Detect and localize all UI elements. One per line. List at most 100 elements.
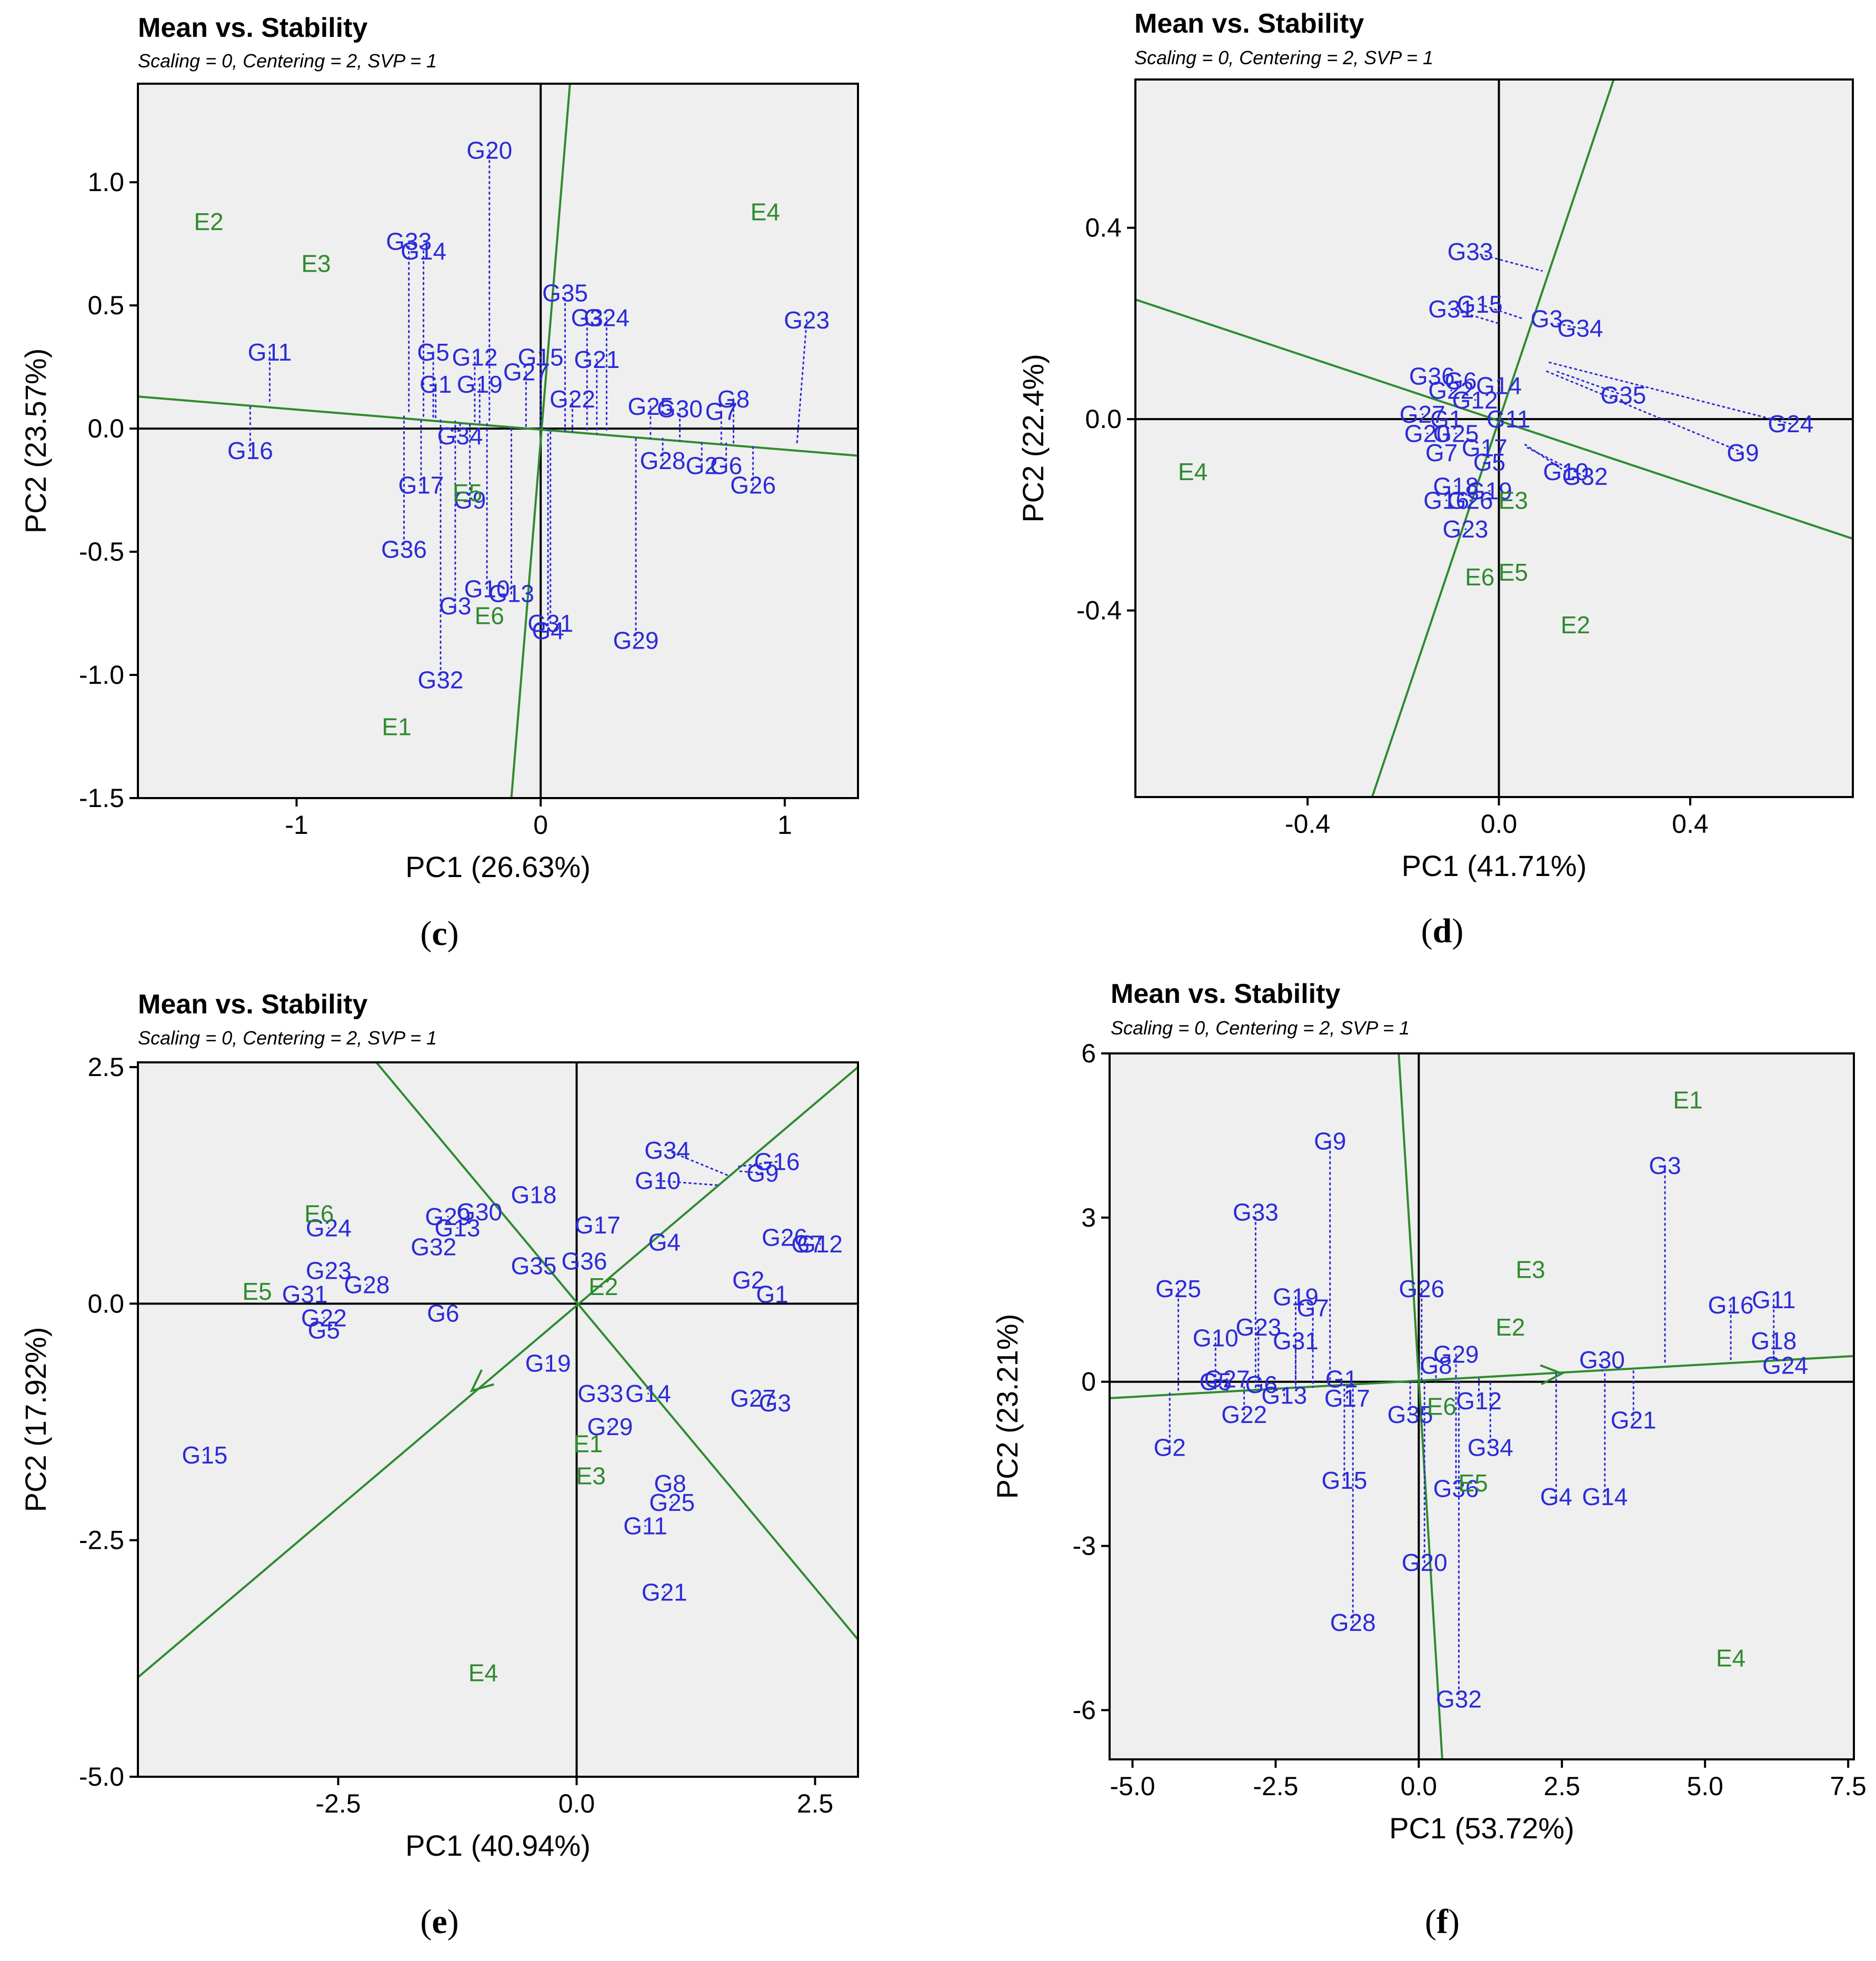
genotype-label: G22 — [1221, 1401, 1267, 1428]
x-axis-label: PC1 (40.94%) — [405, 1829, 591, 1862]
plot-content: G33G31G15G3G34G35G24G9G36G6G14G22G12G11G… — [1135, 79, 1853, 797]
aec-ordinate-line — [375, 1062, 858, 1640]
genotype-label: G4 — [532, 617, 564, 644]
panel-label-open: ( — [1421, 912, 1433, 950]
projection-line — [1555, 322, 1581, 330]
genotype-label: G14 — [1476, 372, 1522, 400]
genotype-label: G2 — [732, 1266, 764, 1293]
panel-label-letter: c — [432, 914, 447, 953]
genotype-label: G20 — [466, 136, 512, 164]
x-tick-label: -1 — [285, 810, 308, 840]
y-tick-label: 0.0 — [87, 1289, 124, 1318]
genotype-label: G12 — [452, 343, 497, 371]
panel-e: Mean vs. Stability Scaling = 0, Centering… — [19, 989, 859, 1941]
environment-label: E1 — [1673, 1086, 1702, 1113]
genotype-label: G14 — [625, 1380, 671, 1407]
projection-line — [738, 1161, 778, 1168]
environment-label: E6 — [475, 602, 504, 630]
aec-ordinate-line — [510, 84, 571, 798]
plot-frame — [137, 83, 859, 799]
environment-label: E5 — [453, 479, 482, 506]
x-tick-label: 2.5 — [797, 1789, 834, 1818]
genotype-label: G35 — [1388, 1401, 1433, 1428]
panel-c: Mean vs. Stability Scaling = 0, Centering… — [19, 13, 859, 953]
genotype-label: G29 — [587, 1413, 633, 1440]
x-axis-label: PC1 (53.72%) — [1389, 1811, 1574, 1845]
y-axis-label: PC2 (22.4%) — [1016, 354, 1050, 523]
genotype-label: G18 — [1433, 472, 1479, 500]
panel-label-open: ( — [1425, 1903, 1436, 1941]
genotype-label: G15 — [182, 1441, 227, 1469]
x-tick-label: -2.5 — [1253, 1771, 1298, 1801]
genotype-label: G14 — [1582, 1483, 1628, 1510]
genotype-label: G15 — [1321, 1467, 1367, 1494]
genotype-label: G4 — [1540, 1483, 1572, 1510]
genotype-label: G17 — [1324, 1385, 1370, 1412]
genotype-label: G9 — [1727, 439, 1759, 466]
projection-line — [1469, 251, 1543, 272]
plot-frame — [1109, 1052, 1855, 1760]
genotype-label: G16 — [1708, 1291, 1754, 1319]
genotype-label: G35 — [511, 1252, 556, 1279]
genotype-label: G30 — [1579, 1346, 1625, 1373]
y-tick-label: 0.5 — [87, 291, 124, 320]
environment-label: E2 — [194, 208, 223, 235]
chart-subtitle: Scaling = 0, Centering = 2, SVP = 1 — [1111, 1017, 1410, 1039]
genotype-label: G10 — [464, 575, 510, 602]
genotype-label: G3 — [759, 1389, 791, 1417]
x-tick-label: 2.5 — [1544, 1771, 1581, 1801]
genotype-label: G23 — [784, 306, 830, 334]
projection-line — [1555, 370, 1624, 396]
genotype-label: G26 — [1448, 487, 1493, 514]
y-tick-label: 0.0 — [1085, 404, 1122, 434]
aec-abscissa-line — [1135, 298, 1853, 540]
genotype-label: G35 — [1600, 382, 1646, 409]
environment-label: E4 — [751, 198, 780, 225]
genotype-label: G6 — [1444, 367, 1476, 394]
genotype-label: G16 — [754, 1148, 800, 1176]
projection-line — [1522, 442, 1567, 473]
genotype-label: G31 — [1273, 1327, 1319, 1355]
environment-label: E6 — [1427, 1393, 1456, 1420]
genotype-label: G29 — [425, 1203, 471, 1230]
genotype-label: G8 — [1420, 1352, 1452, 1379]
genotype-label: G9 — [746, 1159, 779, 1187]
panel-d: Mean vs. Stability Scaling = 0, Centering… — [1016, 8, 1854, 950]
y-axis-label: PC2 (17.92%) — [19, 1327, 52, 1512]
panel-label-close: ) — [447, 914, 459, 953]
genotype-label: G27 — [503, 358, 549, 385]
genotype-label: G11 — [623, 1512, 667, 1540]
chart-subtitle: Scaling = 0, Centering = 2, SVP = 1 — [138, 1027, 437, 1049]
panel-label: (d) — [1421, 912, 1464, 950]
genotype-label: G7 — [1296, 1294, 1329, 1321]
genotype-label: G15 — [1457, 291, 1503, 318]
y-tick-label: 0 — [1081, 1367, 1096, 1397]
projection-line — [1450, 308, 1500, 324]
projection-line — [796, 319, 808, 444]
environment-label: E3 — [576, 1462, 606, 1489]
chart-subtitle: Scaling = 0, Centering = 2, SVP = 1 — [1134, 47, 1433, 68]
genotype-label: G19 — [457, 371, 503, 398]
genotype-label: G17 — [1462, 434, 1508, 462]
genotype-label: G21 — [574, 346, 620, 373]
plot-area — [1135, 79, 1853, 797]
genotype-label: G31 — [527, 610, 573, 637]
panel-label-open: ( — [420, 914, 432, 953]
projection-line — [666, 1149, 730, 1177]
panel-label: (f) — [1425, 1903, 1460, 1941]
aec-ordinate-line — [1398, 1053, 1443, 1759]
genotype-label: G6 — [427, 1299, 459, 1327]
genotype-label: G27 — [1204, 1366, 1250, 1393]
y-tick-label: -1.0 — [79, 660, 124, 690]
genotype-label: G18 — [511, 1181, 556, 1209]
genotype-label: G24 — [584, 304, 630, 332]
panel-label: (c) — [420, 914, 458, 953]
genotype-label: G22 — [301, 1304, 347, 1331]
genotype-label: G36 — [381, 535, 427, 563]
genotype-label: G19 — [1466, 477, 1512, 504]
panel-label-letter: e — [432, 1903, 447, 1941]
genotype-label: G33 — [1448, 238, 1493, 265]
environment-label: E2 — [1495, 1313, 1525, 1341]
